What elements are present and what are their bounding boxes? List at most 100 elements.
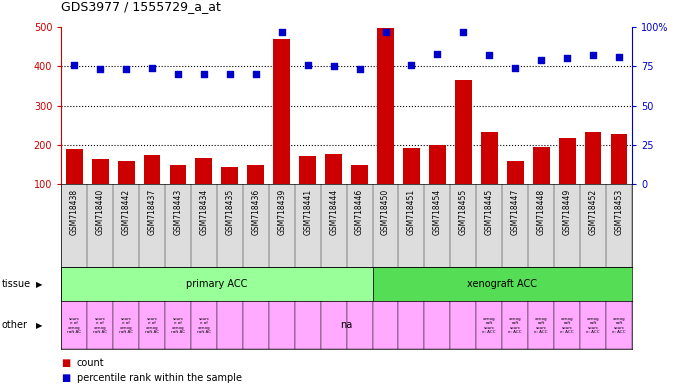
Text: ▶: ▶ (36, 280, 42, 289)
Point (432, 51, 443, 57)
Text: GSM718441: GSM718441 (303, 189, 313, 235)
Text: GSM718453: GSM718453 (615, 189, 624, 235)
Text: GSM718435: GSM718435 (226, 189, 235, 235)
Text: sourc
e of
xenog
raft AC: sourc e of xenog raft AC (171, 316, 185, 334)
Bar (269, 301, 294, 349)
Point (120, 66, 132, 73)
Bar (507, 161, 523, 223)
Bar (503, 301, 528, 349)
Text: GSM718445: GSM718445 (485, 189, 493, 235)
Bar (139, 301, 165, 349)
Text: GSM718436: GSM718436 (251, 189, 260, 235)
Bar (299, 156, 316, 223)
Bar (196, 157, 212, 223)
Bar (118, 161, 134, 223)
Bar (274, 39, 290, 223)
Point (562, 55, 573, 61)
Text: GSM718444: GSM718444 (329, 189, 338, 235)
Bar (66, 149, 83, 223)
Bar (481, 132, 498, 223)
Point (354, 66, 365, 73)
Text: GSM718437: GSM718437 (148, 189, 157, 235)
Bar (243, 301, 269, 349)
Bar (165, 301, 191, 349)
Bar (377, 28, 394, 223)
Text: GSM718450: GSM718450 (381, 189, 390, 235)
Text: GSM718454: GSM718454 (433, 189, 442, 235)
Text: xenograft ACC: xenograft ACC (467, 279, 537, 289)
Bar (559, 138, 576, 223)
Bar (476, 301, 503, 349)
Point (173, 71, 184, 77)
Text: GSM718446: GSM718446 (355, 189, 364, 235)
Text: ■: ■ (61, 373, 70, 383)
Bar (610, 134, 627, 223)
Text: xenog
raft
sourc
e: ACC: xenog raft sourc e: ACC (482, 316, 496, 334)
Text: GSM718455: GSM718455 (459, 189, 468, 235)
Text: sourc
e of
xenog
raft AC: sourc e of xenog raft AC (119, 316, 133, 334)
Text: xenog
raft
sourc
e: ACC: xenog raft sourc e: ACC (560, 316, 574, 334)
Bar (606, 301, 632, 349)
Bar (585, 132, 601, 223)
Bar (87, 301, 113, 349)
Bar (450, 301, 476, 349)
Text: GSM718447: GSM718447 (511, 189, 520, 235)
Text: sourc
e of
xenog
raft AC: sourc e of xenog raft AC (145, 316, 159, 334)
Text: sourc
e of
xenog
raft AC: sourc e of xenog raft AC (93, 316, 107, 334)
Text: primary ACC: primary ACC (187, 279, 248, 289)
Text: GSM718448: GSM718448 (537, 189, 546, 235)
Bar (347, 301, 372, 349)
Point (380, 28, 391, 35)
Bar (425, 301, 450, 349)
Text: xenog
raft
sourc
e: ACC: xenog raft sourc e: ACC (535, 316, 548, 334)
Point (224, 71, 235, 77)
Text: sourc
e of
xenog
raft AC: sourc e of xenog raft AC (67, 316, 81, 334)
Bar (321, 301, 347, 349)
Text: sourc
e of
xenog
raft AC: sourc e of xenog raft AC (197, 316, 211, 334)
Text: other: other (1, 320, 27, 331)
Text: GSM718440: GSM718440 (95, 189, 104, 235)
Text: ▶: ▶ (36, 321, 42, 330)
Bar (429, 145, 446, 223)
Bar (554, 301, 580, 349)
Bar (351, 165, 368, 223)
Bar (221, 167, 238, 223)
Point (251, 71, 262, 77)
Bar (247, 165, 264, 223)
Text: xenog
raft
sourc
e: ACC: xenog raft sourc e: ACC (612, 316, 626, 334)
Text: xenog
raft
sourc
e: ACC: xenog raft sourc e: ACC (508, 316, 522, 334)
Point (536, 57, 547, 63)
Point (198, 71, 209, 77)
Text: GSM718452: GSM718452 (589, 189, 598, 235)
Text: GSM718434: GSM718434 (200, 189, 208, 235)
Bar (113, 301, 139, 349)
Point (613, 54, 624, 60)
Text: GSM718438: GSM718438 (70, 189, 79, 235)
Text: GSM718439: GSM718439 (277, 189, 286, 235)
Point (95, 66, 106, 73)
Point (406, 61, 417, 68)
Text: GSM718449: GSM718449 (562, 189, 571, 235)
Bar (143, 155, 161, 223)
Text: GSM718442: GSM718442 (122, 189, 131, 235)
Text: count: count (77, 358, 104, 368)
Point (509, 65, 521, 71)
Point (69, 61, 80, 68)
Bar (399, 301, 425, 349)
Bar (61, 301, 87, 349)
Bar (372, 267, 632, 301)
Text: percentile rank within the sample: percentile rank within the sample (77, 373, 242, 383)
Bar (372, 301, 399, 349)
Bar (92, 159, 109, 223)
Point (302, 61, 313, 68)
Bar (170, 166, 187, 223)
Bar (191, 301, 217, 349)
Point (146, 65, 157, 71)
Bar (403, 148, 420, 223)
Point (328, 63, 339, 70)
Point (484, 52, 495, 58)
Bar (325, 154, 342, 223)
Point (587, 52, 599, 58)
Text: xenog
raft
sourc
e: ACC: xenog raft sourc e: ACC (586, 316, 600, 334)
Bar (217, 301, 243, 349)
